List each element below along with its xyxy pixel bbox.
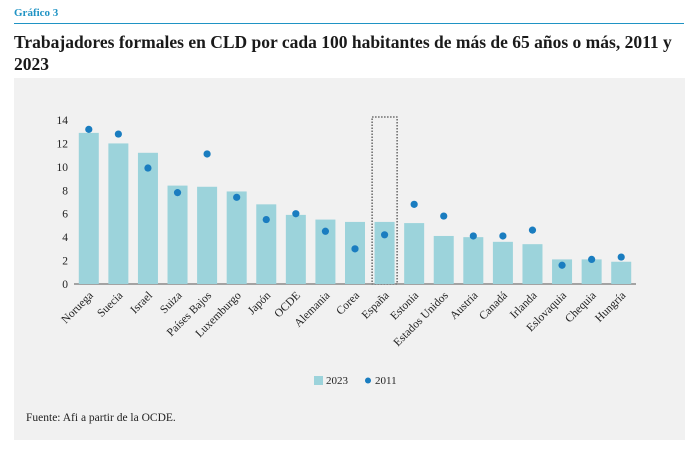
bar-2023 [552, 259, 573, 284]
legend-label-2011: 2011 [375, 375, 397, 387]
figure-kicker: Gráfico 3 [14, 7, 59, 19]
y-tick-label: 6 [62, 209, 68, 221]
x-tick-label: España [360, 290, 392, 322]
x-tick-label: Israel [129, 290, 156, 317]
bar-2023 [167, 185, 188, 284]
x-tick-label: Austria [448, 290, 480, 322]
dot-2011 [617, 253, 625, 261]
x-tick-label: Chequia [563, 290, 599, 326]
bar-2023 [611, 261, 632, 284]
dot-2011 [588, 255, 596, 263]
x-tick-label: Corea [334, 290, 362, 318]
dot-2011 [321, 227, 330, 235]
y-tick-label: 14 [57, 115, 69, 127]
bar-2023 [404, 223, 425, 284]
bar-2023 [433, 235, 454, 284]
chart-title: Trabajadores formales en CLD por cada 10… [14, 32, 672, 74]
y-tick-label: 0 [62, 279, 68, 291]
dot-2011 [114, 130, 122, 138]
bar-2023 [197, 186, 218, 284]
dot-2011 [440, 212, 448, 220]
dot-2011 [469, 232, 477, 240]
source-note: Fuente: Afi a partir de la OCDE. [26, 412, 176, 424]
dot-2011 [262, 215, 270, 224]
bar-2023 [285, 214, 306, 284]
dot-2011 [351, 245, 359, 253]
x-tick-label: Canadá [477, 290, 510, 323]
dot-2011 [233, 193, 241, 201]
dot-2011 [528, 226, 537, 234]
legend-swatch-2023 [314, 376, 323, 385]
dot-2011 [410, 200, 418, 208]
bar-2023 [345, 221, 365, 284]
dot-2011 [144, 164, 152, 172]
dot-2011 [558, 261, 566, 269]
dot-2011 [85, 125, 93, 133]
chart-panel: Noruega Suecia Israel Suiza Países Bajos Luxe… [14, 78, 685, 440]
bar-2023 [463, 237, 484, 284]
dot-2011 [292, 210, 300, 218]
bar-2023 [315, 219, 336, 284]
x-tick-label: Suiza [158, 290, 185, 317]
bar-2023 [226, 191, 247, 284]
bar-2023 [78, 132, 99, 284]
bar-2023 [256, 204, 277, 284]
header-rule [14, 23, 684, 24]
bar-2023 [522, 244, 543, 284]
dot-2011 [173, 189, 182, 197]
y-tick-label: 4 [62, 232, 68, 244]
y-tick-label: 2 [62, 256, 68, 268]
y-tick-label: 10 [57, 162, 69, 174]
bar-2023 [137, 152, 158, 284]
x-tick-label: Estados Unidos [392, 289, 452, 349]
x-tick-label: Noruega [59, 290, 95, 326]
x-tick-label: Suecia [95, 290, 125, 320]
bar-2023 [492, 241, 513, 284]
dot-2011 [380, 231, 389, 239]
y-tick-label: 8 [62, 185, 68, 197]
x-tick-label: Japón [246, 289, 274, 317]
y-tick-label: 12 [57, 138, 69, 150]
bar-2023 [374, 221, 395, 284]
legend-marker-2011 [365, 377, 371, 384]
x-tick-label: Hungría [593, 290, 628, 325]
bar-2023 [108, 143, 129, 284]
dot-2011 [499, 232, 507, 240]
dot-2011 [203, 150, 211, 158]
bar-2023 [581, 259, 602, 284]
legend-label-2023: 2023 [326, 375, 349, 387]
